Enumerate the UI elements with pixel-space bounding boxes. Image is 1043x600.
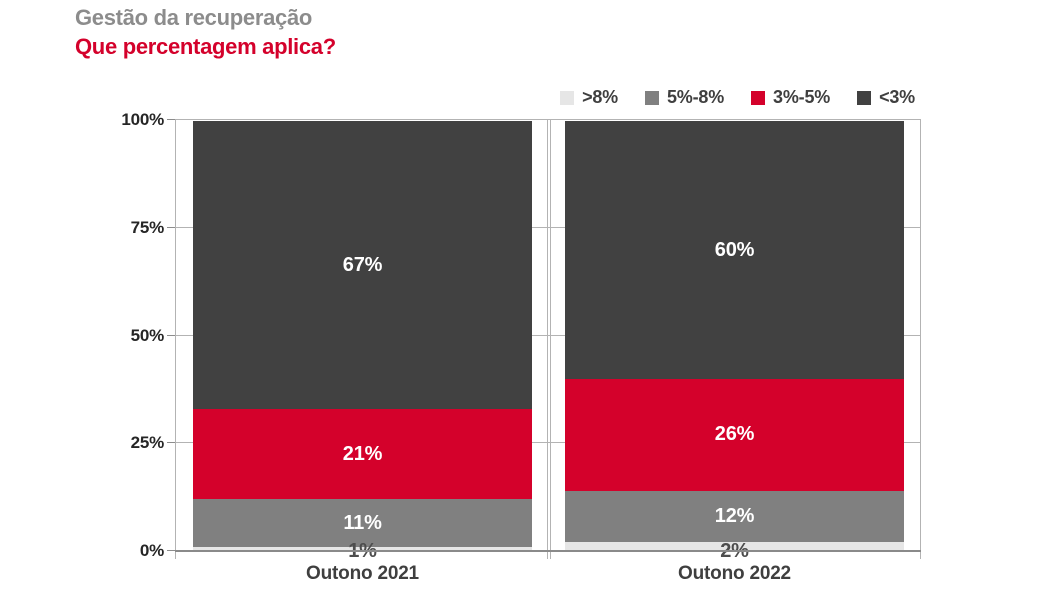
y-tick-mark bbox=[167, 442, 175, 444]
bar-segment: 67% bbox=[193, 121, 532, 410]
x-axis-label: Outono 2022 bbox=[678, 563, 791, 584]
bar-segment-label: 26% bbox=[714, 423, 755, 446]
chart-title: Gestão da recuperação bbox=[75, 5, 313, 30]
plot-right-border bbox=[920, 119, 921, 559]
bar-segment-label: 67% bbox=[342, 253, 383, 276]
legend-item: <3% bbox=[857, 87, 915, 108]
bar-segment: 11% bbox=[193, 499, 532, 547]
y-tick-mark bbox=[167, 334, 175, 336]
category-divider-right bbox=[550, 119, 551, 559]
stacked-bar: 2% 12% 26% 60% bbox=[565, 121, 904, 562]
bar-segment-label: 11% bbox=[343, 511, 382, 534]
y-tick-mark bbox=[167, 550, 175, 551]
legend-label: 5%-8% bbox=[667, 87, 725, 107]
chart-subtitle: Que percentagem aplica? bbox=[75, 34, 336, 59]
bar-segment: 26% bbox=[565, 379, 904, 491]
y-tick-label: 75% bbox=[130, 217, 165, 237]
y-tick-mark bbox=[167, 226, 175, 228]
y-axis-line bbox=[175, 119, 176, 559]
bar-segment-label: 60% bbox=[714, 238, 755, 261]
plot-area: 0% 25% 50% 75% 100% 1% 11% 21% 67% Outono 2021 2% 1… bbox=[121, 110, 921, 584]
legend-label: 3%-5% bbox=[773, 87, 831, 107]
legend-label: >8% bbox=[582, 87, 618, 107]
gridline bbox=[175, 442, 920, 444]
bar-segment: 60% bbox=[565, 121, 904, 380]
legend-swatch bbox=[560, 90, 575, 105]
stacked-bar: 1% 11% 21% 67% bbox=[193, 121, 532, 562]
legend-item: >8% bbox=[560, 87, 618, 108]
legend-item: 3%-5% bbox=[751, 87, 830, 108]
bar-segment: 21% bbox=[193, 409, 532, 500]
y-tick-label: 0% bbox=[139, 541, 164, 560]
legend-label: <3% bbox=[879, 87, 915, 107]
y-tick-label: 50% bbox=[130, 325, 165, 345]
y-tick-mark bbox=[167, 119, 175, 120]
legend-swatch bbox=[857, 90, 872, 105]
y-tick-label: 25% bbox=[130, 433, 165, 453]
chart-header: Gestão da recuperação Que percentagem ap… bbox=[75, 4, 336, 60]
bar-segment-label: 12% bbox=[714, 505, 755, 528]
gridline bbox=[175, 334, 920, 336]
legend-swatch bbox=[645, 90, 659, 105]
legend-item: 5%-8% bbox=[645, 87, 724, 108]
y-tick-label: 100% bbox=[121, 110, 164, 129]
x-axis-label: Outono 2021 bbox=[306, 563, 419, 584]
category-divider-left bbox=[547, 119, 548, 559]
legend-swatch bbox=[751, 90, 766, 105]
gridline bbox=[175, 226, 920, 228]
bar-segment: 12% bbox=[565, 490, 904, 543]
legend: >8% 5%-8% 3%-5% <3% bbox=[560, 87, 915, 108]
x-axis-baseline bbox=[175, 550, 921, 552]
gridline bbox=[175, 119, 920, 120]
bar-segment-label: 21% bbox=[342, 442, 383, 465]
